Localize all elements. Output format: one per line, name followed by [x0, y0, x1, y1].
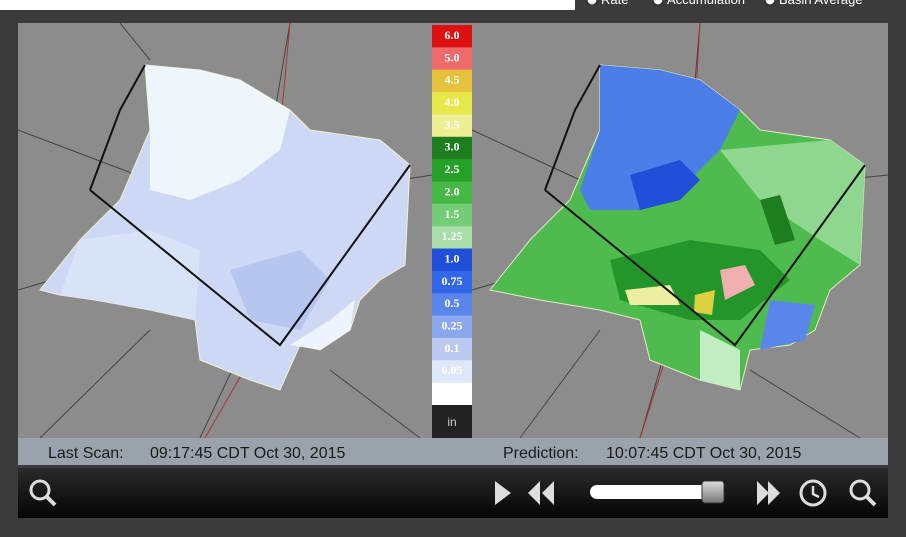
mode-label[interactable]: Rate: [601, 0, 628, 7]
mode-radio[interactable]: [764, 0, 776, 6]
legend-swatch: [432, 382, 472, 406]
legend-label: 0.0: [445, 386, 460, 400]
mode-radio[interactable]: [652, 0, 664, 6]
forward-button[interactable]: [757, 481, 780, 505]
rewind-button[interactable]: [528, 481, 554, 505]
legend-label: 1.0: [445, 251, 460, 265]
legend-swatch: [432, 92, 472, 115]
status-bar: [18, 438, 888, 465]
legend-swatch: [432, 69, 472, 93]
legend-swatch: [432, 337, 472, 361]
legend-swatch: [432, 203, 472, 227]
legend-swatch: [432, 47, 472, 71]
mode-label[interactable]: Accumulation: [667, 0, 745, 7]
legend-label: 1.5: [445, 207, 460, 221]
unit-box: [432, 405, 472, 438]
legend-swatch: [432, 248, 472, 272]
prediction-time: 10:07:45 CDT Oct 30, 2015: [606, 445, 801, 462]
legend-unit: in: [447, 415, 456, 429]
legend-swatch: [432, 136, 472, 160]
legend-label: 0.05: [442, 363, 463, 377]
legend-swatch: [432, 226, 472, 250]
legend-label: 2.0: [445, 184, 460, 198]
legend-swatch: [432, 159, 472, 182]
legend-swatch: [432, 360, 472, 384]
legend-label: 4.5: [445, 73, 460, 87]
toolbar: [18, 468, 888, 518]
legend-label: 3.0: [445, 140, 460, 154]
zoom-left-button[interactable]: [29, 479, 57, 507]
legend-label: 0.1: [445, 341, 460, 355]
slider-handle[interactable]: [701, 480, 725, 504]
prediction-label: Prediction:: [503, 445, 579, 462]
legend-swatch: [432, 25, 472, 48]
legend-label: 0.25: [442, 319, 463, 333]
legend-swatch: [432, 270, 472, 294]
legend-swatch: [432, 181, 472, 205]
legend-label: 0.5: [445, 296, 460, 310]
legend-label: 6.0: [445, 28, 460, 42]
legend-label: 4.0: [445, 95, 460, 109]
zoom-right-button[interactable]: [849, 479, 877, 507]
last-scan-time: 09:17:45 CDT Oct 30, 2015: [150, 445, 345, 462]
legend-swatch: [432, 315, 472, 339]
legend-label: 0.75: [442, 274, 463, 288]
left-map: [17, 22, 433, 439]
time-slider[interactable]: [590, 485, 720, 499]
right-map: [471, 22, 889, 439]
legend-label: 5.0: [445, 50, 460, 64]
legend-swatch: [432, 293, 472, 317]
mode-bar: [575, 0, 906, 10]
last-scan-label: Last Scan:: [48, 445, 124, 462]
legend-swatch: [432, 114, 472, 138]
mode-radio[interactable]: [586, 0, 598, 6]
legend-label: 2.5: [445, 162, 460, 176]
clock-button[interactable]: [799, 479, 827, 507]
play-button[interactable]: [495, 481, 511, 505]
legend-label: 1.25: [442, 229, 463, 243]
mode-label[interactable]: Basin Average: [779, 0, 863, 7]
legend-label: 3.5: [445, 117, 460, 131]
